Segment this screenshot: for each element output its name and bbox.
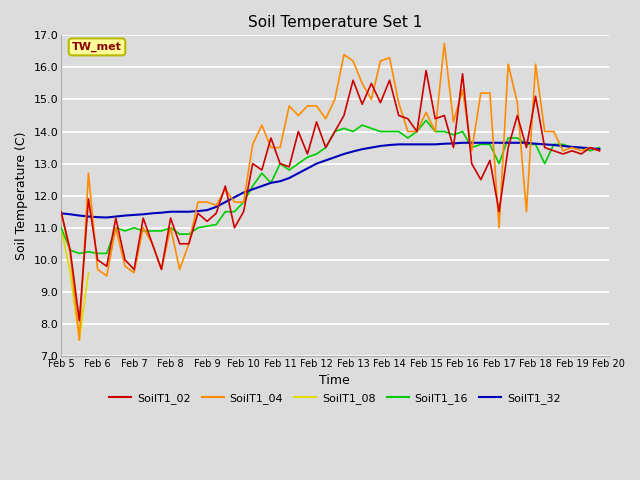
Y-axis label: Soil Temperature (C): Soil Temperature (C)	[15, 132, 28, 260]
X-axis label: Time: Time	[319, 374, 350, 387]
Title: Soil Temperature Set 1: Soil Temperature Set 1	[248, 15, 422, 30]
Text: TW_met: TW_met	[72, 42, 122, 52]
Legend: SoilT1_02, SoilT1_04, SoilT1_08, SoilT1_16, SoilT1_32: SoilT1_02, SoilT1_04, SoilT1_08, SoilT1_…	[105, 388, 565, 408]
